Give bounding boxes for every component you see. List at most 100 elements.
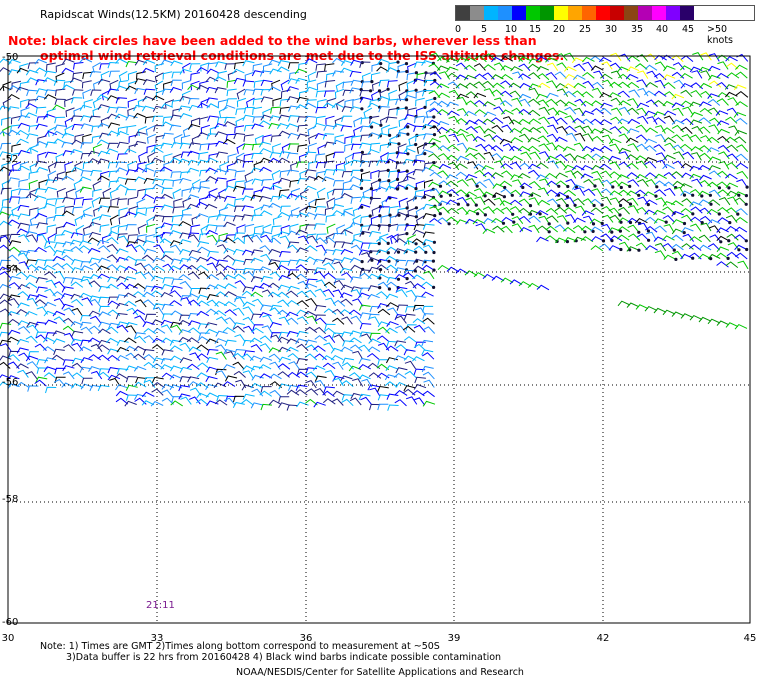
wind-barb [547, 116, 559, 125]
wind-barb [51, 354, 65, 361]
wind-barb [45, 279, 57, 289]
wind-barb [456, 206, 469, 215]
contamination-marker [406, 152, 410, 156]
wind-barb [288, 71, 299, 80]
contamination-marker [378, 214, 382, 218]
wind-barb [134, 271, 147, 280]
wind-barb [305, 367, 317, 374]
wind-barb [377, 281, 390, 290]
wind-barb [62, 371, 75, 380]
wind-barb [698, 244, 712, 251]
wind-barb [422, 313, 434, 320]
wind-barb [378, 224, 390, 231]
wind-barb [91, 135, 102, 144]
wind-barb [464, 56, 477, 62]
wind-barb [170, 171, 182, 179]
wind-barb [206, 348, 219, 356]
wind-barb [178, 336, 192, 343]
wind-barb [304, 339, 318, 346]
wind-barb [288, 361, 300, 370]
wind-barb [123, 337, 137, 344]
wind-barb [536, 126, 549, 135]
wind-barb [170, 345, 183, 352]
wind-barb [154, 72, 164, 83]
wind-barb [456, 142, 469, 152]
wind-barb [168, 265, 182, 271]
wind-barb [213, 76, 227, 82]
wind-barb [572, 224, 586, 233]
wind-barb [403, 122, 417, 129]
wind-barb [680, 190, 693, 196]
lat-label: -58 [2, 494, 18, 505]
wind-barb [323, 386, 335, 393]
wind-barb [90, 315, 102, 324]
wind-barb [206, 273, 220, 281]
wind-barb [200, 98, 210, 109]
wind-barb [138, 151, 148, 163]
wind-barb [204, 203, 218, 210]
wind-barb [390, 233, 399, 245]
wind-barb [151, 95, 165, 101]
wind-barb [423, 133, 435, 140]
wind-barb [547, 124, 559, 134]
wind-barb [671, 228, 685, 235]
wind-barb [44, 70, 57, 77]
wind-barb [107, 230, 121, 237]
contamination-marker [360, 168, 364, 172]
wind-barb [61, 141, 74, 148]
wind-barb [297, 62, 308, 71]
wind-barb [81, 198, 93, 206]
wind-barb [573, 107, 585, 117]
wind-barb [367, 285, 380, 292]
wind-barb [367, 293, 380, 300]
wind-barb [508, 82, 522, 89]
wind-barb [663, 65, 676, 72]
wind-barb [271, 169, 281, 181]
contamination-marker [736, 212, 740, 216]
wind-barb [43, 301, 57, 308]
wind-barb [179, 239, 192, 246]
wind-barb [358, 249, 371, 256]
wind-barb [599, 119, 613, 125]
wind-barb [406, 170, 416, 181]
wind-barb [644, 156, 657, 163]
wind-barb [671, 200, 684, 207]
wind-barb [20, 107, 30, 117]
wind-barb [100, 170, 110, 180]
wind-barb [690, 146, 704, 152]
wind-barb [475, 143, 488, 152]
wind-barb [116, 153, 128, 161]
wind-barb [717, 135, 730, 143]
wind-barb [226, 79, 237, 88]
wind-barb [545, 71, 558, 80]
legend-swatch [484, 6, 498, 20]
wind-barb [527, 109, 541, 117]
wind-barb [517, 145, 531, 152]
wind-barb [124, 178, 137, 185]
wind-barb [196, 84, 210, 91]
contamination-marker [510, 193, 514, 197]
wind-barb [116, 324, 129, 333]
wind-barb [178, 105, 191, 112]
wind-barb [340, 375, 353, 382]
wind-barb [35, 376, 48, 383]
contamination-marker [655, 185, 659, 189]
wind-barb [34, 212, 48, 219]
wind-barb [118, 207, 128, 217]
wind-barb [179, 171, 191, 179]
wind-barb [243, 134, 254, 142]
contamination-marker [404, 62, 409, 66]
wind-barb [294, 68, 308, 75]
wind-barb [369, 197, 381, 205]
wind-barb [71, 362, 84, 371]
wind-barb [600, 196, 612, 206]
wind-barb [323, 90, 335, 98]
wind-barb [250, 194, 263, 201]
wind-barb [403, 313, 416, 320]
wind-barb [197, 362, 210, 369]
contamination-marker [628, 202, 633, 206]
wind-barb [344, 143, 354, 152]
wind-barb [295, 104, 309, 110]
legend-labels: 0 5 10 15 20 25 30 35 40 45 >50 knots [455, 24, 755, 46]
wind-barb [413, 343, 426, 351]
